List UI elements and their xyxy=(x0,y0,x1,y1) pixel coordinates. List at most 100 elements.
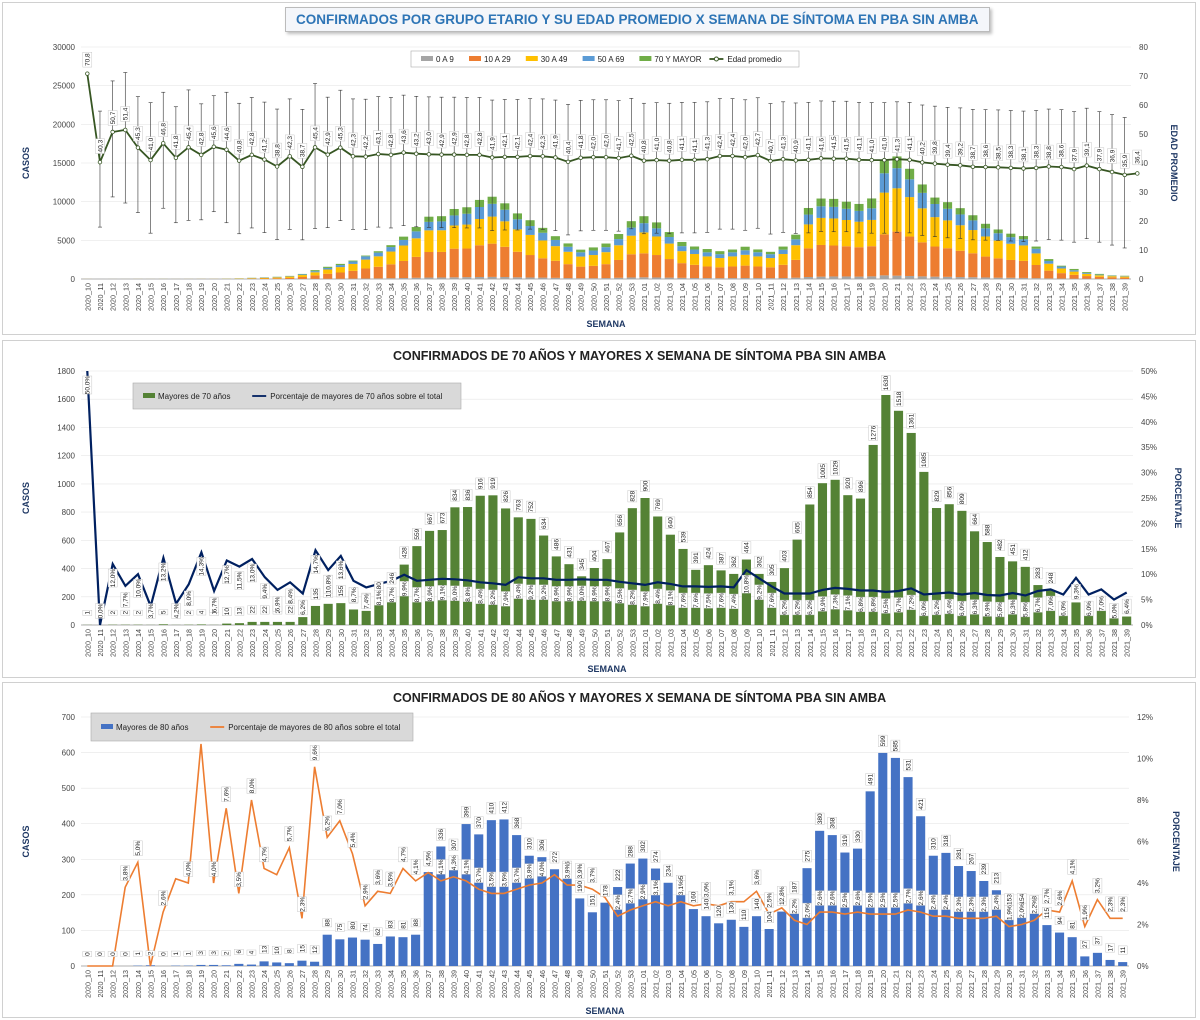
bar-segment xyxy=(968,253,978,278)
bar-segment xyxy=(980,277,991,279)
percent-label: 2,0% xyxy=(804,903,811,918)
percent-label: 6,2% xyxy=(794,600,801,615)
x-tick-label: 2021_26 xyxy=(956,283,965,311)
x-tick-label: 2020_49 xyxy=(576,970,585,998)
bar-value-label: 180 xyxy=(376,582,383,593)
bar-value-label: 451 xyxy=(1010,544,1017,555)
bar xyxy=(386,590,397,625)
percent-label: 3,9% xyxy=(577,863,584,878)
line-point xyxy=(578,155,583,160)
y2-tick-label: 12% xyxy=(1137,713,1153,722)
bar-segment xyxy=(1056,268,1066,274)
bar-value-label: 306 xyxy=(539,839,546,850)
y2-tick-label: 20% xyxy=(1141,519,1157,528)
legend-label: Porcentaje de mayores de 80 años sobre e… xyxy=(228,723,400,732)
age-label: 40,4 xyxy=(565,141,572,154)
data-label-box xyxy=(930,139,940,156)
data-label-box xyxy=(906,413,916,429)
x-tick-label: 2020_36 xyxy=(412,970,421,998)
x-tick-label: 2020_11 xyxy=(96,629,105,656)
bar-segment xyxy=(563,243,573,247)
bar-segment xyxy=(361,255,371,257)
chart-panel-80-plus: CONFIRMADOS DE 80 AÑOS Y MAYORES X SEMAN… xyxy=(2,682,1196,1018)
data-label-box xyxy=(360,923,370,933)
bar-segment xyxy=(361,268,371,279)
bar-value-label: 104 xyxy=(766,911,773,922)
data-label-box xyxy=(511,817,522,830)
data-label-box xyxy=(779,599,790,616)
line-point xyxy=(1084,163,1089,168)
bar xyxy=(247,621,257,625)
bar-segment xyxy=(310,270,320,272)
bar-segment xyxy=(386,264,396,279)
legend-swatch xyxy=(639,56,652,61)
data-label-box xyxy=(827,890,837,906)
line-point xyxy=(742,154,748,160)
age-label: 38,8 xyxy=(1046,146,1053,159)
data-label-box xyxy=(663,864,673,877)
bar-segment xyxy=(272,277,282,279)
percent-label: 8,8% xyxy=(465,587,472,602)
x-axis-title: SEMANA xyxy=(585,1006,625,1016)
bar-segment xyxy=(626,277,636,279)
bar xyxy=(310,605,321,625)
bar xyxy=(575,898,585,966)
bar xyxy=(234,623,244,625)
bar-segment xyxy=(778,254,788,265)
x-tick-label: 2021_04 xyxy=(678,283,687,311)
bar-value-label: 834 xyxy=(452,490,459,501)
percent-label: 8,9% xyxy=(566,586,573,601)
line-point xyxy=(768,158,773,164)
line-point xyxy=(1109,169,1115,175)
bar-value-label: 585 xyxy=(893,740,900,751)
bar-segment xyxy=(727,266,738,279)
data-label-box xyxy=(816,136,826,152)
x-tick-label: 2020_21 xyxy=(222,970,231,998)
bar-segment xyxy=(867,276,877,279)
line-point xyxy=(426,152,432,157)
age-label: 43,1 xyxy=(376,131,383,144)
x-tick-label: 2020_42 xyxy=(488,283,497,311)
x-tick-label: 2020_25 xyxy=(273,970,282,998)
percent-label: 2,3% xyxy=(1107,897,1114,912)
percent-label: 7,0% xyxy=(337,799,344,814)
x-tick-label: 2021_28 xyxy=(980,970,989,998)
x-tick-label: 2020_43 xyxy=(500,970,509,998)
bar xyxy=(1017,911,1027,966)
age-label: 41,1 xyxy=(806,137,813,150)
x-tick-label: 2020_14 xyxy=(134,283,143,311)
percent-label: 9,4% xyxy=(516,584,523,599)
data-label-box xyxy=(297,896,307,912)
data-label-box xyxy=(767,563,777,576)
data-label-box xyxy=(526,500,536,513)
x-tick-label: 2020_45 xyxy=(525,970,534,998)
age-label: 41,0 xyxy=(882,137,889,150)
x-tick-label: 2020_48 xyxy=(563,970,572,998)
bar-value-label: 283 xyxy=(1035,567,1042,578)
bar-segment xyxy=(538,258,548,278)
percent-label: 2,6% xyxy=(1057,890,1064,905)
age-label: 43,2 xyxy=(414,133,421,146)
bar xyxy=(587,912,597,966)
percent-label: 4,1% xyxy=(413,859,420,874)
data-label-box xyxy=(576,558,587,571)
age-label: 42,1 xyxy=(515,136,522,149)
data-label-box xyxy=(665,516,676,529)
percent-label: 2,4% xyxy=(931,895,938,910)
data-label-box xyxy=(792,599,802,616)
bar-segment xyxy=(1107,277,1117,279)
data-label-box xyxy=(82,610,93,616)
bar xyxy=(475,495,485,625)
data-label-box xyxy=(805,486,815,499)
bar-segment xyxy=(1120,276,1130,278)
bar-segment xyxy=(297,275,307,277)
percent-label: 8,5% xyxy=(617,588,624,603)
chart-panel-age-groups: CONFIRMADOS POR GRUPO ETARIO Y SU EDAD P… xyxy=(2,2,1196,335)
y2-tick-label: 35% xyxy=(1141,443,1157,452)
percent-label: 9,6% xyxy=(312,745,319,760)
bar-segment xyxy=(829,245,839,277)
line-series xyxy=(87,743,1123,967)
bar-segment xyxy=(1006,277,1016,279)
data-label-box xyxy=(551,586,562,602)
bar xyxy=(979,880,989,966)
